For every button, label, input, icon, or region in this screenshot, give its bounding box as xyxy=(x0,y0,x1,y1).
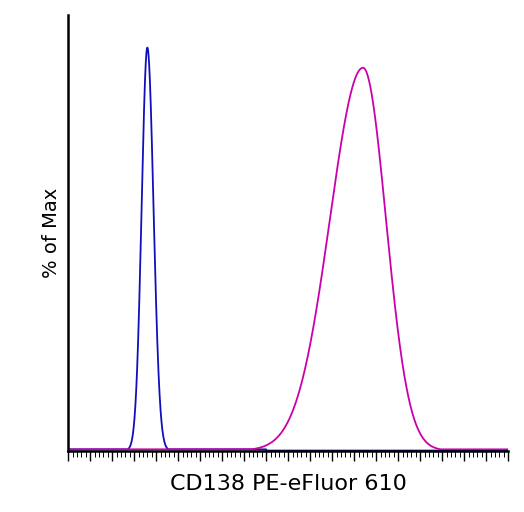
X-axis label: CD138 PE-eFluor 610: CD138 PE-eFluor 610 xyxy=(170,474,407,494)
Y-axis label: % of Max: % of Max xyxy=(42,188,61,278)
